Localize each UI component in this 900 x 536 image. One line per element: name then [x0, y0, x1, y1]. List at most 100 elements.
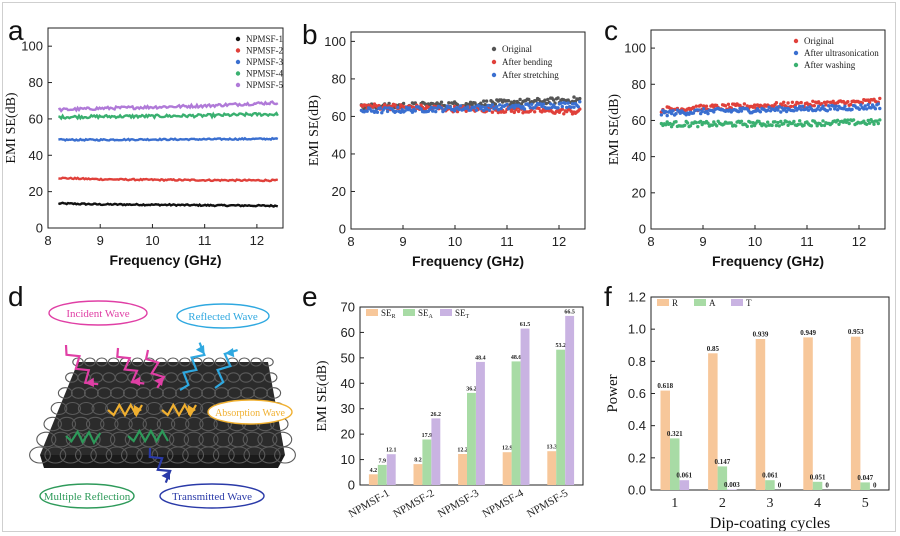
transmitted-wave-label: Transmitted Wave [159, 483, 265, 509]
data-point [822, 123, 827, 128]
x-tick-label: 11 [500, 234, 514, 249]
data-point [862, 107, 866, 111]
fiber-loop [197, 446, 220, 464]
panel-letter: b [302, 19, 318, 50]
fiber-loop [156, 416, 176, 432]
fiber-loop [151, 446, 174, 464]
data-point [413, 109, 417, 113]
data-point [789, 104, 793, 109]
data-point [878, 118, 882, 122]
legend-label: NPMSF-5 [246, 80, 284, 90]
bar-t [727, 489, 737, 490]
data-point [699, 103, 703, 108]
fiber-loop [202, 357, 215, 367]
data-point [869, 106, 873, 110]
data-point [560, 104, 564, 109]
legend-label: A [709, 298, 716, 308]
data-point [780, 103, 784, 107]
series-npmsf-4 [58, 111, 279, 121]
data-point [819, 123, 824, 128]
x-tick-label: 10 [448, 234, 462, 249]
data-point [846, 118, 850, 122]
x-tick-label: 11 [198, 233, 212, 248]
data-point [792, 119, 796, 124]
y-tick-label: 20 [341, 427, 355, 442]
data-point [764, 124, 768, 128]
fiber-loop [188, 387, 203, 399]
fiber-loop [114, 416, 133, 432]
data-label: 66.5 [564, 309, 575, 315]
series-after-stretching [359, 100, 582, 115]
data-point [867, 121, 872, 125]
fiber-loop [179, 357, 191, 367]
y-tick-label: 80 [632, 77, 646, 92]
fiber-loop [90, 446, 113, 464]
data-point [556, 106, 560, 110]
data-point [723, 104, 728, 108]
data-point [569, 109, 573, 113]
data-point [782, 100, 786, 105]
label-bubble [207, 399, 293, 425]
plot-area [350, 31, 586, 230]
data-point [378, 106, 382, 110]
data-point [773, 120, 777, 124]
bar-se-r [458, 454, 467, 485]
data-point [878, 96, 882, 101]
data-point [835, 118, 840, 123]
data-point [786, 101, 790, 105]
data-point [566, 101, 570, 105]
fiber-loop [262, 357, 274, 367]
fiber-loop [109, 431, 131, 448]
legend-label: After stretching [502, 70, 559, 80]
incident-wave-arrow-2 [116, 347, 145, 386]
fiber-loop [100, 416, 119, 432]
data-point [712, 110, 716, 114]
category-label: NPMSF-3 [436, 487, 482, 520]
data-label: 0.85 [707, 345, 720, 353]
data-point [828, 107, 832, 111]
legend-marker [491, 72, 497, 78]
legend-swatch [366, 309, 378, 316]
x-tick-label: 12 [552, 234, 566, 249]
data-point [559, 101, 563, 105]
x-tick-label: 9 [399, 234, 406, 249]
fiber-loop [84, 357, 96, 367]
data-point [865, 107, 869, 111]
legend-label: NPMSF-4 [246, 69, 284, 79]
fiber-loop [238, 357, 251, 367]
y-tick-label: 40 [341, 376, 355, 391]
data-point [549, 102, 553, 106]
series-npmsf-2 [58, 176, 278, 183]
data-point [551, 98, 556, 102]
data-label: 0.949 [800, 329, 816, 337]
bar-r [850, 336, 861, 490]
data-point [873, 107, 878, 111]
fiber-loop [253, 387, 269, 399]
series-after-washing [659, 118, 882, 129]
data-point [431, 102, 435, 106]
y-tick-label: 20 [632, 185, 646, 200]
data-point [806, 108, 811, 112]
x-tick-label: 12 [852, 234, 866, 249]
y-tick-label: 40 [332, 146, 346, 161]
wave-path [127, 428, 169, 444]
legend-marker [235, 36, 241, 42]
legend-label-sub: A [429, 314, 434, 320]
bar-se-t [520, 328, 530, 485]
series-line [58, 111, 279, 121]
incident-wave-arrow-3 [144, 349, 166, 389]
y-tick-label: 20 [332, 184, 346, 199]
data-point [375, 110, 380, 115]
wave-arrowhead [131, 376, 141, 386]
fiber-loop [74, 446, 97, 464]
data-point [766, 120, 770, 124]
legend-swatch [657, 299, 669, 306]
legend-label: After bending [502, 57, 553, 67]
panel-letter: e [302, 281, 318, 312]
data-point [503, 110, 508, 114]
x-tick-label: 8 [44, 233, 51, 248]
data-point [812, 104, 816, 108]
category-label: NPMSF-4 [480, 487, 526, 520]
data-point [480, 105, 484, 109]
